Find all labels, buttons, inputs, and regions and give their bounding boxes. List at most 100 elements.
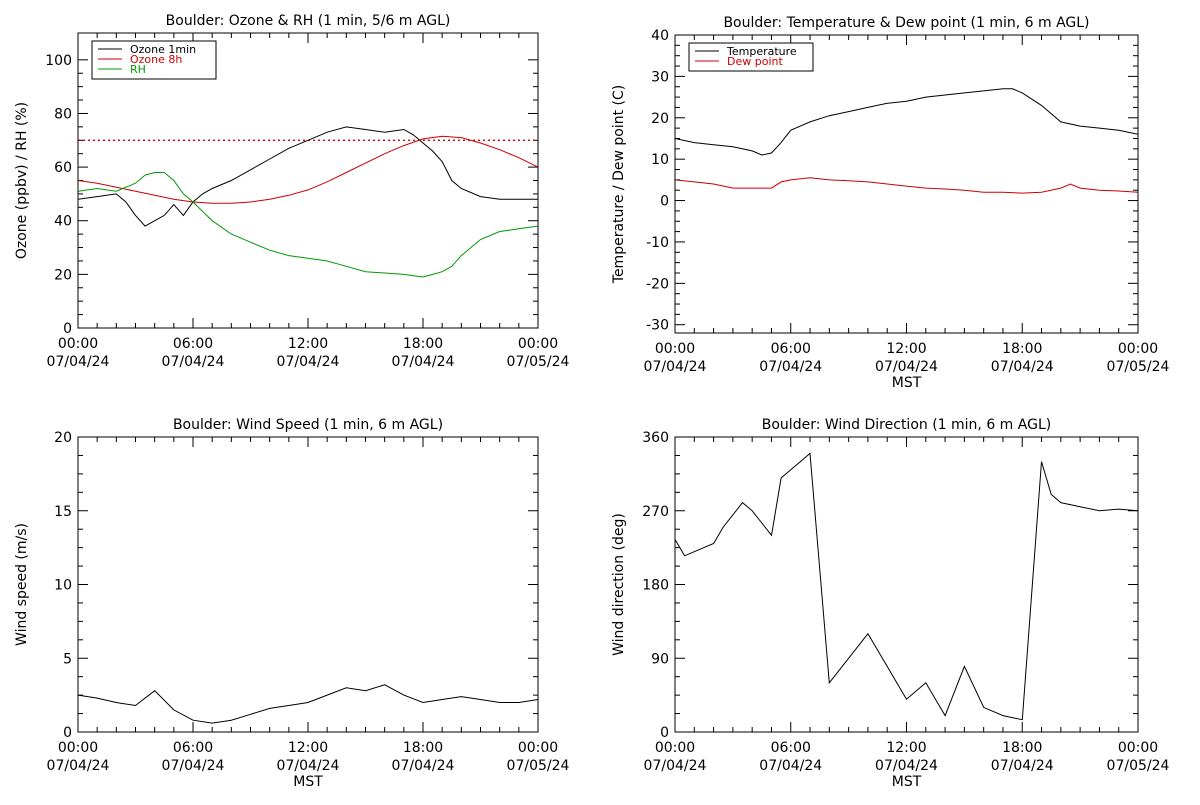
- y-tick-label: 20: [54, 267, 72, 283]
- x-tick-date-label: 07/05/24: [507, 354, 570, 370]
- chart-title: Boulder: Ozone & RH (1 min, 5/6 m AGL): [166, 13, 451, 29]
- x-tick-date-label: 07/05/24: [507, 758, 570, 774]
- x-tick-label: 00:00: [1118, 740, 1158, 756]
- series-line-dew-point: [675, 177, 1138, 194]
- x-tick-label: 06:00: [771, 740, 811, 756]
- y-tick-label: 90: [651, 651, 669, 667]
- x-tick-label: 18:00: [1002, 740, 1042, 756]
- x-axis-label: MST: [892, 774, 922, 790]
- y-tick-label: 40: [651, 28, 669, 44]
- x-tick-label: 00:00: [1118, 341, 1158, 357]
- x-tick-label: 00:00: [58, 740, 98, 756]
- panel-wind_direction: Boulder: Wind Direction (1 min, 6 m AGL)…: [611, 417, 1170, 790]
- x-tick-date-label: 07/04/24: [277, 758, 340, 774]
- legend-box: [688, 42, 814, 72]
- y-tick-label: 5: [63, 651, 72, 667]
- x-tick-date-label: 07/04/24: [759, 359, 822, 375]
- x-tick-label: 00:00: [518, 740, 558, 756]
- x-tick-date-label: 07/04/24: [644, 359, 707, 375]
- y-tick-label: 60: [54, 160, 72, 176]
- y-tick-label: 15: [54, 504, 72, 520]
- panel-ozone: Boulder: Ozone & RH (1 min, 5/6 m AGL) Oz…: [14, 13, 570, 370]
- y-tick-label: 20: [54, 430, 72, 446]
- x-tick-date-label: 07/04/24: [875, 359, 938, 375]
- legend-entry: Temperature: [726, 45, 797, 58]
- panel-temperature: Boulder: Temperature & Dew point (1 min,…: [611, 15, 1170, 391]
- x-tick-label: 12:00: [288, 740, 328, 756]
- plot-frame: [77, 436, 539, 733]
- x-tick-label: 00:00: [655, 740, 695, 756]
- y-axis-label: Wind speed (m/s): [14, 523, 30, 646]
- x-tick-label: 06:00: [173, 740, 213, 756]
- y-axis-label: Temperature / Dew point (C): [611, 85, 627, 284]
- plot-frame: [674, 436, 1139, 733]
- y-tick-label: 40: [54, 214, 72, 230]
- y-tick-label: 270: [642, 504, 669, 520]
- x-tick-date-label: 07/04/24: [875, 758, 938, 774]
- y-tick-label: 100: [45, 53, 72, 69]
- x-tick-date-label: 07/04/24: [47, 354, 110, 370]
- x-tick-date-label: 07/05/24: [1107, 359, 1170, 375]
- x-tick-label: 06:00: [771, 341, 811, 357]
- legend-entry: Ozone 1min: [130, 43, 196, 56]
- x-axis-label: MST: [892, 375, 922, 391]
- chart-title: Boulder: Wind Direction (1 min, 6 m AGL): [762, 417, 1051, 433]
- x-tick-label: 12:00: [886, 341, 926, 357]
- y-tick-label: 80: [54, 106, 72, 122]
- y-tick-label: 180: [642, 578, 669, 594]
- x-tick-label: 06:00: [173, 336, 213, 352]
- x-tick-date-label: 07/05/24: [1107, 758, 1170, 774]
- y-tick-label: 10: [651, 152, 669, 168]
- y-tick-label: 0: [63, 321, 72, 337]
- y-tick-label: 0: [63, 725, 72, 741]
- series-line-ozone-1min: [78, 126, 538, 227]
- chart-title: Boulder: Temperature & Dew point (1 min,…: [723, 15, 1089, 31]
- y-tick-label: 0: [660, 725, 669, 741]
- series-line-ozone-8h: [78, 135, 538, 204]
- x-tick-date-label: 07/04/24: [759, 758, 822, 774]
- panel-wind_speed: Boulder: Wind Speed (1 min, 6 m AGL) Wind…: [14, 417, 570, 790]
- x-tick-label: 18:00: [403, 336, 443, 352]
- legend-entry: RH: [130, 63, 146, 76]
- series-line-wind_direction: [675, 452, 1138, 721]
- x-tick-label: 12:00: [288, 336, 328, 352]
- x-axis-label: MST: [293, 774, 323, 790]
- y-tick-label: 360: [642, 430, 669, 446]
- x-tick-label: 00:00: [518, 336, 558, 352]
- x-tick-date-label: 07/04/24: [644, 758, 707, 774]
- plot-frame: [77, 32, 539, 329]
- x-tick-label: 18:00: [403, 740, 443, 756]
- x-tick-date-label: 07/04/24: [162, 354, 225, 370]
- legend-entry: Ozone 8h: [130, 53, 182, 66]
- plot-frame: [674, 34, 1139, 334]
- x-tick-date-label: 07/04/24: [392, 354, 455, 370]
- y-tick-label: 30: [651, 69, 669, 85]
- x-tick-date-label: 07/04/24: [991, 359, 1054, 375]
- x-tick-label: 18:00: [1002, 341, 1042, 357]
- x-tick-date-label: 07/04/24: [47, 758, 110, 774]
- x-tick-label: 00:00: [58, 336, 98, 352]
- legend-box: [91, 40, 217, 80]
- y-tick-label: 10: [54, 578, 72, 594]
- x-tick-label: 12:00: [886, 740, 926, 756]
- series-line-rh: [78, 172, 538, 278]
- y-axis-label: Ozone (ppbv) / RH (%): [14, 102, 30, 259]
- legend-entry: Dew point: [727, 55, 783, 68]
- y-tick-label: 20: [651, 111, 669, 127]
- y-axis-label: Wind direction (deg): [611, 513, 627, 656]
- x-tick-date-label: 07/04/24: [991, 758, 1054, 774]
- x-tick-label: 00:00: [655, 341, 695, 357]
- x-tick-date-label: 07/04/24: [392, 758, 455, 774]
- y-tick-label: -10: [646, 235, 669, 251]
- series-line-temperature: [675, 88, 1138, 156]
- x-tick-date-label: 07/04/24: [162, 758, 225, 774]
- y-tick-label: -20: [646, 276, 669, 292]
- chart-title: Boulder: Wind Speed (1 min, 6 m AGL): [173, 417, 443, 433]
- y-tick-label: -30: [646, 318, 669, 334]
- x-tick-date-label: 07/04/24: [277, 354, 340, 370]
- series-line-wind_speed: [78, 684, 538, 724]
